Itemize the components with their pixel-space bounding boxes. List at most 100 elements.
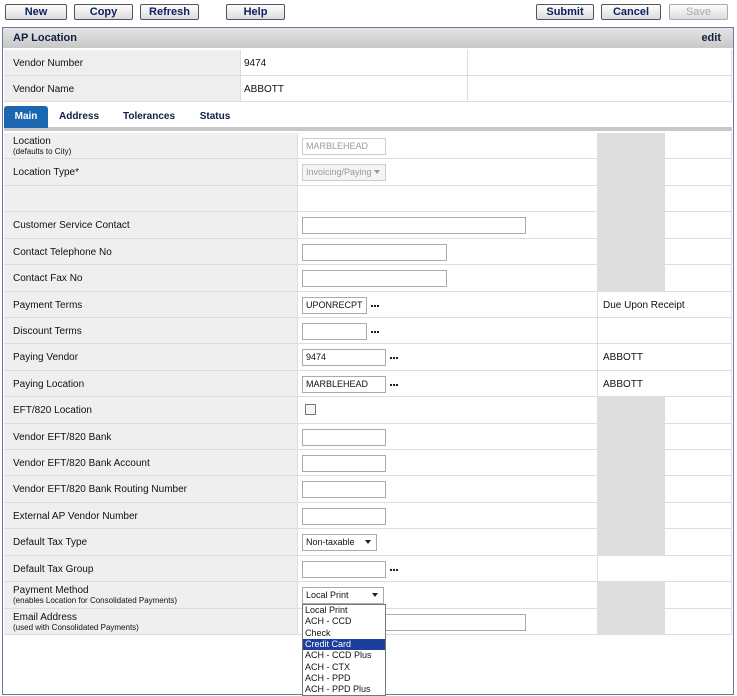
lookup-dot bbox=[390, 383, 392, 386]
vendor-value: 9474 bbox=[244, 58, 267, 69]
select-arrow bbox=[372, 593, 378, 598]
label-cell bbox=[4, 159, 298, 186]
text-input[interactable] bbox=[302, 455, 386, 473]
label-cell bbox=[4, 582, 298, 609]
label-cell bbox=[4, 608, 298, 635]
vendor-label: Vendor Number bbox=[13, 58, 84, 69]
toolbar-button[interactable]: New bbox=[5, 4, 67, 20]
field-label: Customer Service Contact bbox=[13, 220, 130, 232]
side-cell bbox=[665, 265, 732, 292]
text-input[interactable] bbox=[302, 507, 386, 525]
control-cell bbox=[298, 291, 598, 318]
dropdown-option[interactable]: Credit Card bbox=[303, 638, 385, 651]
dropdown-option[interactable]: ACH - CCD bbox=[305, 616, 352, 627]
dropdown-option[interactable]: ACH - CCD Plus bbox=[305, 650, 372, 661]
toolbar-button[interactable]: Refresh bbox=[140, 4, 199, 20]
text-input[interactable] bbox=[302, 270, 447, 288]
field-label: Location bbox=[13, 136, 51, 147]
control-cell bbox=[298, 133, 598, 160]
checkbox[interactable] bbox=[305, 404, 316, 416]
label-cell bbox=[4, 529, 298, 556]
side-cell bbox=[665, 212, 732, 239]
dropdown-option[interactable]: Local Print bbox=[305, 605, 348, 615]
field-label: Default Tax Type bbox=[13, 537, 88, 549]
lookup-dot bbox=[390, 357, 392, 360]
field-label: Email Address bbox=[13, 611, 77, 623]
text-input[interactable] bbox=[302, 217, 526, 235]
side-cell bbox=[598, 423, 665, 451]
side-cell bbox=[598, 529, 665, 556]
side-cell bbox=[665, 608, 732, 635]
dropdown-list: Local Print ACH - CCD Check Credit Card ACH … bbox=[302, 604, 386, 696]
text-input[interactable]: UPONRECPT bbox=[302, 296, 367, 314]
side-cell bbox=[598, 317, 732, 345]
side-cell bbox=[598, 450, 665, 477]
side-cell bbox=[598, 555, 732, 583]
side-cell bbox=[598, 238, 665, 266]
side-cell bbox=[598, 291, 732, 318]
tab[interactable]: Status bbox=[199, 111, 231, 122]
side-cell bbox=[598, 582, 665, 609]
lookup-dot[interactable] bbox=[393, 383, 395, 386]
vendor-label-cell bbox=[4, 76, 241, 102]
dropdown-option[interactable]: ACH - PPD bbox=[305, 672, 351, 683]
side-cell bbox=[598, 608, 665, 635]
field-label: Vendor EFT/820 Bank Account bbox=[13, 458, 150, 470]
label-cell bbox=[4, 502, 298, 530]
field-label: Vendor EFT/820 Bank Routing Number bbox=[13, 484, 187, 496]
tab-bar bbox=[4, 127, 732, 131]
toolbar-button[interactable]: Submit bbox=[536, 4, 594, 20]
vendor-label: Vendor Name bbox=[13, 84, 75, 95]
toolbar-button[interactable]: Help bbox=[226, 4, 285, 20]
tab[interactable]: Main bbox=[4, 106, 48, 128]
vendor-extra-cell bbox=[468, 76, 732, 102]
lookup-dot[interactable] bbox=[393, 568, 395, 571]
text-input[interactable] bbox=[302, 322, 367, 340]
toolbar-button[interactable]: Copy bbox=[74, 4, 133, 20]
side-cell bbox=[665, 582, 732, 609]
text-input[interactable] bbox=[302, 428, 386, 446]
side-cell bbox=[665, 238, 732, 266]
lookup-dot[interactable] bbox=[374, 304, 376, 307]
text-input[interactable]: MARBLEHEAD bbox=[302, 375, 386, 393]
text-input[interactable]: 9474 bbox=[302, 349, 386, 367]
side-cell bbox=[665, 185, 732, 213]
select-box[interactable]: Non-taxable bbox=[302, 534, 377, 552]
control-cell bbox=[298, 450, 598, 477]
select-box[interactable]: Local Print bbox=[302, 587, 384, 605]
field-label: Default Tax Group bbox=[13, 563, 94, 575]
dropdown-option[interactable]: Check bbox=[305, 627, 331, 638]
control-cell bbox=[298, 185, 598, 213]
side-cell bbox=[665, 133, 732, 160]
side-cell bbox=[665, 450, 732, 477]
text-input[interactable] bbox=[302, 243, 447, 261]
label-cell bbox=[4, 133, 298, 160]
text-input[interactable] bbox=[302, 560, 386, 578]
label-cell bbox=[4, 317, 298, 345]
label-cell bbox=[4, 265, 298, 292]
control-cell bbox=[298, 238, 598, 266]
vendor-extra-cell bbox=[468, 50, 732, 76]
select-box: Invoicing/Paying bbox=[302, 164, 386, 182]
header-action[interactable]: edit bbox=[701, 32, 721, 44]
text-input[interactable] bbox=[302, 481, 386, 499]
label-cell bbox=[4, 397, 298, 424]
vendor-value: ABBOTT bbox=[244, 84, 285, 95]
lookup-dot bbox=[371, 330, 373, 333]
control-cell bbox=[298, 265, 598, 292]
lookup-dot bbox=[377, 304, 379, 307]
control-cell bbox=[298, 529, 598, 556]
label-cell bbox=[4, 344, 298, 371]
field-label: Discount Terms bbox=[13, 325, 82, 337]
vendor-value-cell bbox=[241, 76, 468, 102]
lookup-dot[interactable] bbox=[374, 330, 376, 333]
dropdown-option[interactable]: ACH - PPD Plus bbox=[305, 684, 371, 695]
tab[interactable]: Address bbox=[58, 111, 99, 122]
field-label: EFT/820 Location bbox=[13, 405, 92, 417]
lookup-dot[interactable] bbox=[393, 357, 395, 360]
header-bar bbox=[3, 28, 733, 48]
tab[interactable]: Tolerances bbox=[122, 111, 176, 122]
toolbar-button[interactable]: Cancel bbox=[601, 4, 661, 20]
dropdown-option[interactable]: ACH - CTX bbox=[305, 661, 350, 672]
side-cell bbox=[598, 397, 665, 424]
